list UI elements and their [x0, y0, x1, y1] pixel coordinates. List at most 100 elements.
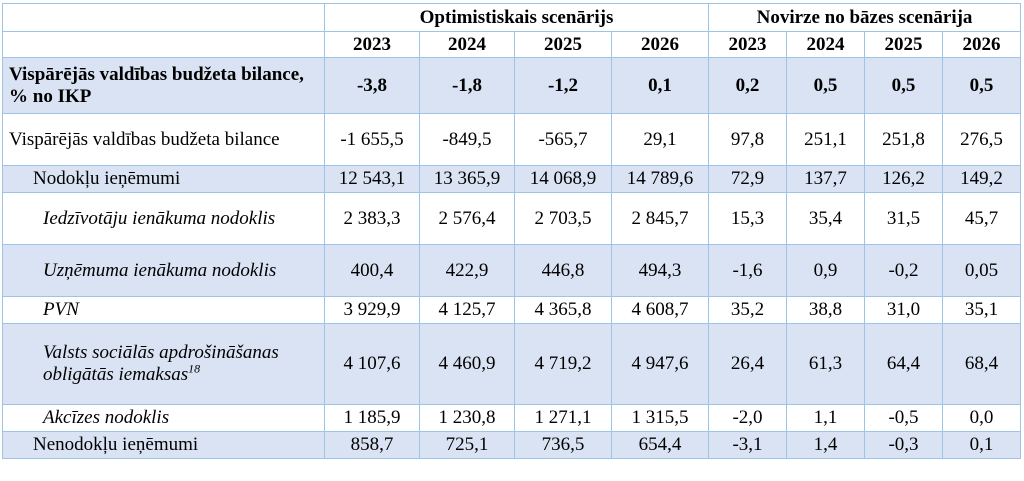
- value-cell: 31,0: [864, 296, 944, 324]
- value-cell: 4 719,2: [514, 323, 612, 405]
- group-header-row: Optimistiskais scenārijs Novirze no bāze…: [2, 3, 1022, 32]
- value-cell: 26,4: [708, 323, 788, 405]
- year-header: 2026: [610, 31, 710, 58]
- year-header: 2023: [324, 31, 420, 58]
- row-label: Iedzīvotāju ienākuma nodoklis: [2, 192, 325, 245]
- table-row: Vispārējās valdības budžeta bilance, % n…: [2, 57, 1022, 114]
- value-cell: -0,2: [864, 244, 944, 297]
- value-cell: 276,5: [942, 113, 1022, 166]
- group-header-optimistic: Optimistiskais scenārijs: [323, 3, 710, 32]
- value-cell: -849,5: [419, 113, 515, 166]
- value-cell: 2 703,5: [514, 192, 612, 245]
- row-label: Vispārējās valdības budžeta bilance, % n…: [2, 57, 325, 114]
- value-cell: 736,5: [514, 431, 612, 459]
- year-header: 2025: [514, 31, 612, 58]
- value-cell: 126,2: [864, 165, 944, 193]
- value-cell: 137,7: [786, 165, 866, 193]
- value-cell: 35,2: [708, 296, 788, 324]
- value-cell: 35,4: [786, 192, 866, 245]
- row-label-text: Valsts sociālās apdrošināšanas obligātās…: [43, 342, 279, 385]
- value-cell: 4 107,6: [324, 323, 420, 405]
- value-cell: -1,6: [708, 244, 788, 297]
- value-cell: 45,7: [942, 192, 1022, 245]
- table-row: Akcīzes nodoklis 1 185,9 1 230,8 1 271,1…: [2, 404, 1022, 432]
- value-cell: 494,3: [610, 244, 710, 297]
- value-cell: 251,8: [864, 113, 944, 166]
- value-cell: 15,3: [708, 192, 788, 245]
- budget-table: Optimistiskais scenārijs Novirze no bāze…: [2, 3, 1022, 459]
- value-cell: -1,8: [419, 57, 515, 114]
- row-label: PVN: [2, 296, 325, 324]
- value-cell: 0,1: [942, 431, 1022, 459]
- value-cell: 2 576,4: [419, 192, 515, 245]
- value-cell: -1,2: [514, 57, 612, 114]
- value-cell: 0,0: [942, 404, 1022, 432]
- value-cell: 14 789,6: [610, 165, 710, 193]
- value-cell: 35,1: [942, 296, 1022, 324]
- table-row: Vispārējās valdības budžeta bilance -1 6…: [2, 113, 1022, 166]
- value-cell: 14 068,9: [514, 165, 612, 193]
- value-cell: -565,7: [514, 113, 612, 166]
- year-header: 2026: [942, 31, 1022, 58]
- value-cell: 0,2: [708, 57, 788, 114]
- value-cell: -3,1: [708, 431, 788, 459]
- value-cell: -0,5: [864, 404, 944, 432]
- value-cell: 0,5: [942, 57, 1022, 114]
- value-cell: 1,4: [786, 431, 866, 459]
- value-cell: 858,7: [324, 431, 420, 459]
- table-row: PVN 3 929,9 4 125,7 4 365,8 4 608,7 35,2…: [2, 296, 1022, 324]
- value-cell: 446,8: [514, 244, 612, 297]
- value-cell: 0,5: [864, 57, 944, 114]
- year-header: 2024: [419, 31, 515, 58]
- value-cell: 29,1: [610, 113, 710, 166]
- value-cell: 31,5: [864, 192, 944, 245]
- value-cell: 4 608,7: [610, 296, 710, 324]
- year-header: 2023: [708, 31, 788, 58]
- row-label: Nenodokļu ieņēmumi: [2, 431, 325, 459]
- value-cell: 1 315,5: [610, 404, 710, 432]
- row-label: Uzņēmuma ienākuma nodoklis: [2, 244, 325, 297]
- value-cell: 13 365,9: [419, 165, 515, 193]
- value-cell: 725,1: [419, 431, 515, 459]
- value-cell: -1 655,5: [324, 113, 420, 166]
- value-cell: 72,9: [708, 165, 788, 193]
- value-cell: 149,2: [942, 165, 1022, 193]
- value-cell: 0,9: [786, 244, 866, 297]
- value-cell: 0,05: [942, 244, 1022, 297]
- value-cell: 68,4: [942, 323, 1022, 405]
- year-header: 2024: [786, 31, 866, 58]
- value-cell: 1 185,9: [324, 404, 420, 432]
- value-cell: 4 460,9: [419, 323, 515, 405]
- value-cell: 2 383,3: [324, 192, 420, 245]
- value-cell: 654,4: [610, 431, 710, 459]
- value-cell: -0,3: [864, 431, 944, 459]
- group-header-deviation: Novirze no bāzes scenārija: [708, 3, 1022, 32]
- value-cell: 61,3: [786, 323, 866, 405]
- corner-cell: [2, 3, 325, 32]
- value-cell: 3 929,9: [324, 296, 420, 324]
- value-cell: 64,4: [864, 323, 944, 405]
- row-label: Akcīzes nodoklis: [2, 404, 325, 432]
- value-cell: 0,1: [610, 57, 710, 114]
- value-cell: 422,9: [419, 244, 515, 297]
- value-cell: 0,5: [786, 57, 866, 114]
- value-cell: 4 125,7: [419, 296, 515, 324]
- value-cell: 4 365,8: [514, 296, 612, 324]
- value-cell: 1 271,1: [514, 404, 612, 432]
- year-header: 2025: [864, 31, 944, 58]
- table-row: Valsts sociālās apdrošināšanas obligātās…: [2, 323, 1022, 405]
- row-label: Valsts sociālās apdrošināšanas obligātās…: [2, 323, 325, 405]
- table-row: Nodokļu ieņēmumi 12 543,1 13 365,9 14 06…: [2, 165, 1022, 193]
- value-cell: 4 947,6: [610, 323, 710, 405]
- value-cell: 2 845,7: [610, 192, 710, 245]
- year-header-row: 2023 2024 2025 2026 2023 2024 2025 2026: [2, 31, 1022, 58]
- table-row: Nenodokļu ieņēmumi 858,7 725,1 736,5 654…: [2, 431, 1022, 459]
- footnote-marker: 18: [188, 361, 201, 376]
- value-cell: 251,1: [786, 113, 866, 166]
- table-row: Iedzīvotāju ienākuma nodoklis 2 383,3 2 …: [2, 192, 1022, 245]
- row-label: Nodokļu ieņēmumi: [2, 165, 325, 193]
- value-cell: 1 230,8: [419, 404, 515, 432]
- corner-cell-2: [2, 31, 325, 58]
- value-cell: 1,1: [786, 404, 866, 432]
- row-label: Vispārējās valdības budžeta bilance: [2, 113, 325, 166]
